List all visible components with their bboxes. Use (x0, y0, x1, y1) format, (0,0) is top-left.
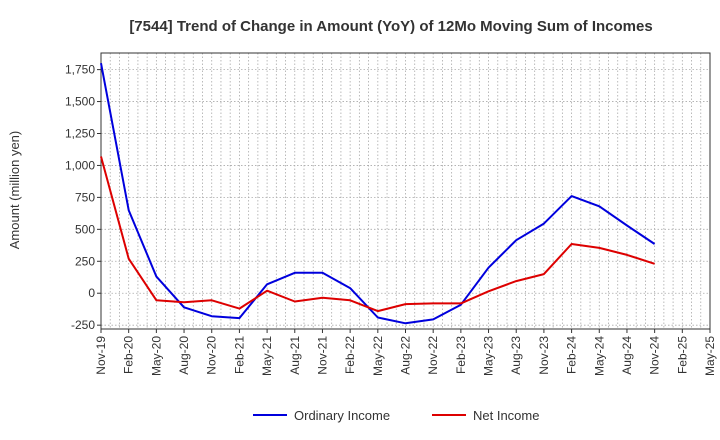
x-tick-label: May-20 (149, 336, 163, 376)
x-tick-label: May-25 (703, 336, 717, 376)
y-tick-label: 1,500 (65, 95, 95, 109)
ordinary-income-line (100, 63, 656, 325)
x-tick-label: Nov-22 (426, 336, 440, 375)
x-tick-label: Feb-24 (565, 336, 579, 374)
x-tick-label: May-21 (260, 336, 274, 376)
y-tick-label: 500 (75, 222, 95, 236)
x-tick-label: Nov-24 (648, 336, 662, 375)
x-tick-label: Feb-21 (232, 336, 246, 374)
y-tick-label: 1,250 (65, 127, 95, 141)
series-lines (100, 63, 656, 325)
x-tick-label: Feb-22 (343, 336, 357, 374)
legend-label-ordinary-income: Ordinary Income (294, 408, 390, 423)
x-tick-label: Aug-21 (288, 336, 302, 375)
x-tick-label: Feb-23 (454, 336, 468, 374)
y-tick-label: 1,750 (65, 63, 95, 77)
x-tick-label: Nov-19 (94, 336, 108, 375)
x-tick-label: Nov-20 (205, 336, 219, 375)
net-income-line (100, 156, 655, 313)
y-axis-ticks: -250 0 250 500 750 1,000 1,250 1,500 1,750 (65, 63, 101, 332)
x-tick-label: Feb-25 (675, 336, 689, 374)
x-tick-label: May-24 (592, 336, 606, 376)
y-tick-label: 750 (75, 190, 95, 204)
x-axis-ticks: Nov-19 Feb-20 May-20 Aug-20 Nov-20 Feb-21 May-… (94, 329, 717, 376)
y-tick-label: 1,000 (65, 158, 95, 172)
y-tick-label: 250 (75, 254, 95, 268)
x-tick-label: Feb-20 (122, 336, 136, 374)
chart-title: [7544] Trend of Change in Amount (YoY) o… (129, 18, 652, 35)
grid-lines (100, 53, 711, 329)
x-tick-label: May-22 (371, 336, 385, 376)
x-tick-label: Aug-22 (399, 336, 413, 375)
x-tick-label: May-23 (482, 336, 496, 376)
y-axis-label: Amount (million yen) (7, 131, 22, 250)
legend-label-net-income: Net Income (473, 408, 539, 423)
x-tick-label: Aug-20 (177, 336, 191, 375)
y-tick-label: 0 (88, 286, 95, 300)
x-tick-label: Nov-23 (537, 336, 551, 375)
x-tick-label: Nov-21 (315, 336, 329, 375)
legend: Ordinary Income Net Income (253, 408, 539, 423)
y-tick-label: -250 (71, 318, 95, 332)
x-tick-label: Aug-24 (620, 336, 634, 375)
x-tick-label: Aug-23 (509, 336, 523, 375)
